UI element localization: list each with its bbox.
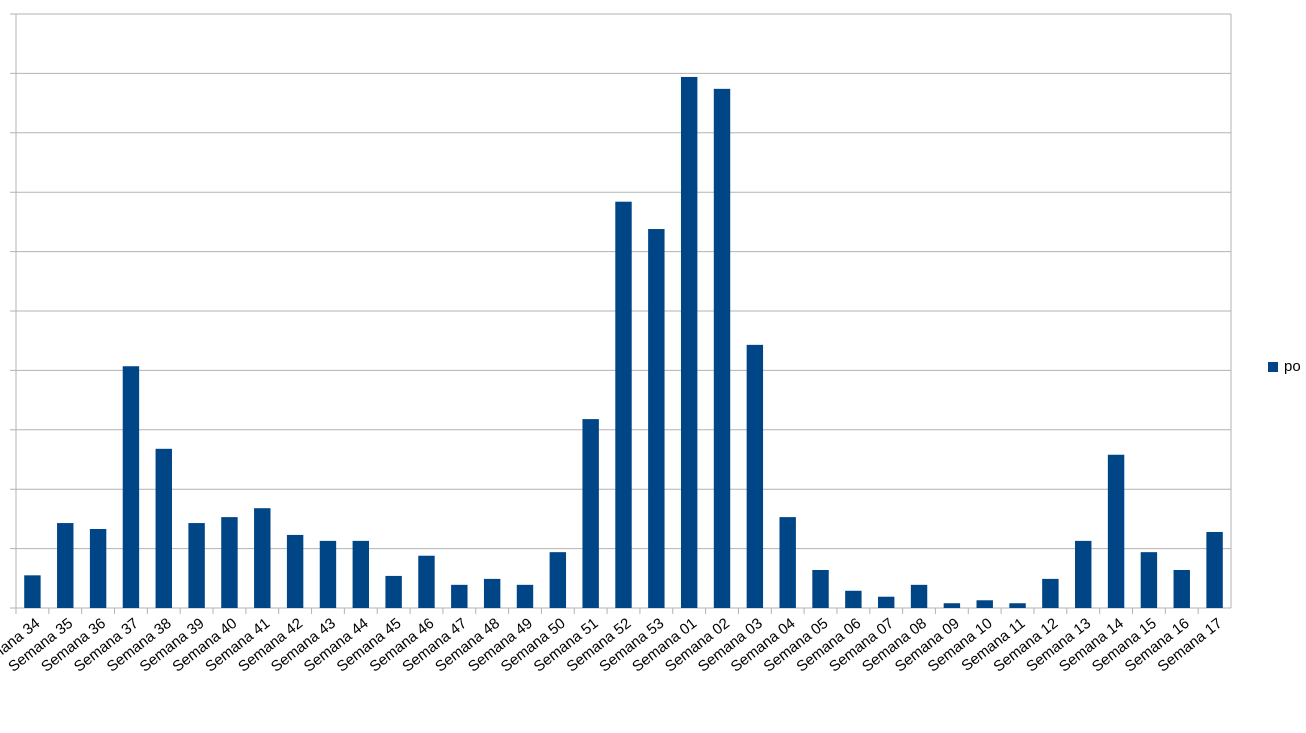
bar [89, 528, 107, 608]
bar [286, 534, 304, 608]
bar [779, 517, 796, 608]
bar [943, 603, 961, 608]
bar [1173, 569, 1190, 608]
bar [877, 596, 895, 608]
bar [483, 578, 501, 608]
bar [1075, 540, 1092, 608]
bar [845, 590, 862, 608]
bar [615, 201, 632, 609]
bar [188, 523, 205, 608]
legend-label: po [1284, 358, 1301, 375]
bar [451, 584, 468, 608]
bar [582, 419, 599, 608]
bar [746, 344, 764, 608]
bar [516, 584, 534, 608]
bar [319, 540, 337, 608]
bar [1107, 454, 1125, 608]
bar [680, 76, 698, 609]
legend-swatch [1268, 362, 1278, 372]
bar [221, 517, 238, 608]
bar [155, 448, 172, 608]
bar [549, 552, 567, 608]
bar [713, 88, 731, 609]
bar [1042, 578, 1059, 608]
bar [24, 575, 41, 608]
bar [57, 523, 74, 608]
bar [1140, 552, 1158, 608]
bar [122, 366, 140, 608]
bar [910, 584, 928, 608]
bar [1009, 603, 1026, 608]
bar [418, 555, 435, 608]
bar [648, 229, 665, 608]
bar [385, 575, 402, 608]
bar [976, 600, 993, 608]
bar [254, 508, 271, 608]
bar [352, 540, 370, 608]
bar [812, 569, 829, 608]
bar [1206, 531, 1223, 608]
